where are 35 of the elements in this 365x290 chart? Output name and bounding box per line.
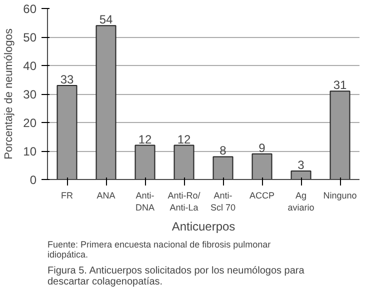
data-label: 8 bbox=[220, 144, 227, 158]
source-note: Fuente: Primera encuesta nacional de fibrosis pulmonar idiopática. bbox=[48, 240, 271, 260]
bar bbox=[252, 153, 272, 180]
bar bbox=[290, 170, 312, 180]
y-tick-label: 50 bbox=[23, 30, 37, 44]
bar bbox=[56, 84, 78, 180]
x-tick-label: FR bbox=[61, 190, 74, 200]
y-tick-label: 60 bbox=[23, 2, 37, 16]
y-tick-label: 0 bbox=[30, 173, 37, 187]
y-tick-label: 10 bbox=[23, 144, 37, 158]
data-label: 12 bbox=[138, 132, 152, 146]
text: Figura 5. Anticuerpos solicitados por los neumólogos para descartar colagenopatías. bbox=[48, 266, 305, 288]
x-tick-label: Ag aviario bbox=[288, 190, 314, 212]
data-label: 31 bbox=[333, 78, 347, 92]
x-tick-label: Anti- Scl 70 bbox=[210, 190, 236, 212]
data-label: 54 bbox=[99, 12, 113, 27]
data-label: 33 bbox=[60, 72, 74, 86]
bar bbox=[330, 90, 350, 180]
bar bbox=[174, 144, 194, 180]
y-tick-label: 40 bbox=[23, 59, 37, 73]
data-label: 3 bbox=[298, 158, 305, 172]
x-axis-title: Anticuerpos bbox=[172, 220, 236, 234]
bar bbox=[212, 156, 234, 180]
bar bbox=[96, 25, 116, 180]
data-label: 12 bbox=[177, 132, 191, 146]
x-tick-label: Anti- DNA bbox=[136, 190, 155, 212]
x-tick-label: Anti-Ro/ Anti-La bbox=[168, 190, 201, 212]
bar bbox=[134, 144, 156, 180]
y-tick-label: 30 bbox=[23, 88, 37, 102]
x-tick-label: ACCP bbox=[250, 190, 275, 200]
data-label: 9 bbox=[258, 140, 266, 155]
x-tick-label: ANA bbox=[96, 190, 116, 200]
y-tick-label: 20 bbox=[23, 116, 37, 130]
x-tick-label: Ninguno bbox=[323, 190, 357, 200]
y-axis-title: Porcentaje de neumólogos bbox=[3, 28, 16, 160]
